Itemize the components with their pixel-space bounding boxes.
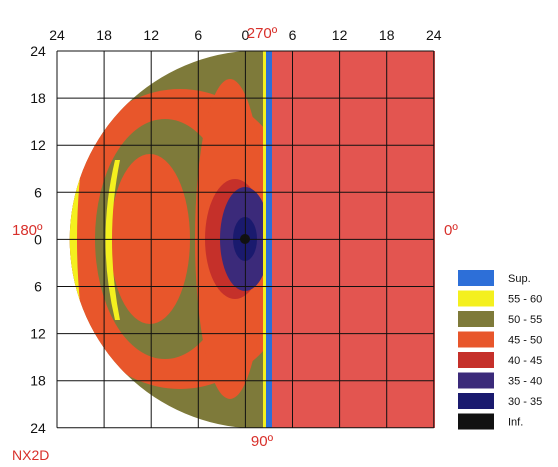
y-tick-label: 6 bbox=[34, 184, 42, 200]
y-tick-labels: 24 18 12 6 0 6 12 18 24 bbox=[30, 43, 46, 436]
legend-swatch bbox=[458, 372, 494, 389]
legend-label: 55 - 60 bbox=[508, 294, 542, 306]
y-tick-label: 18 bbox=[30, 90, 46, 106]
y-tick-label: 12 bbox=[30, 326, 46, 342]
y-tick-label: 0 bbox=[34, 231, 42, 247]
x-tick-label: 12 bbox=[143, 27, 159, 43]
caption: NX2D bbox=[12, 447, 49, 463]
legend: Sup. 55 - 60 50 - 55 45 - 50 40 - 45 35 - 40 3… bbox=[458, 270, 542, 430]
y-tick-label: 12 bbox=[30, 137, 46, 153]
grid-lines bbox=[56, 50, 435, 429]
y-tick-label: 18 bbox=[30, 373, 46, 389]
legend-label: Inf. bbox=[508, 417, 523, 429]
x-tick-label: 0 bbox=[242, 27, 250, 43]
legend-swatch bbox=[458, 290, 494, 307]
x-tick-label: 6 bbox=[194, 27, 202, 43]
legend-swatch bbox=[458, 311, 494, 327]
x-tick-label: 18 bbox=[379, 27, 395, 43]
direction-right-label: 0º bbox=[444, 222, 458, 239]
x-tick-label: 24 bbox=[426, 27, 442, 43]
x-tick-label: 6 bbox=[289, 27, 297, 43]
legend-label: 45 - 50 bbox=[508, 335, 542, 347]
legend-label: 50 - 55 bbox=[508, 314, 542, 326]
legend-swatch bbox=[458, 413, 494, 430]
legend-label: Sup. bbox=[508, 273, 531, 285]
legend-swatch bbox=[458, 331, 494, 348]
legend-label: 35 - 40 bbox=[508, 376, 542, 388]
legend-swatch bbox=[458, 352, 494, 368]
legend-swatch bbox=[458, 270, 494, 286]
x-tick-label: 24 bbox=[49, 27, 65, 43]
legend-swatch bbox=[458, 393, 494, 409]
legend-label: 30 - 35 bbox=[508, 396, 542, 408]
y-tick-label: 6 bbox=[34, 279, 42, 295]
x-tick-labels: 24 18 12 6 0 6 12 18 24 bbox=[49, 27, 442, 43]
y-tick-label: 24 bbox=[30, 43, 46, 59]
direction-left-label: 180º bbox=[12, 222, 43, 239]
direction-top-label: 270º bbox=[247, 25, 278, 42]
x-tick-label: 18 bbox=[96, 27, 112, 43]
x-tick-label: 12 bbox=[332, 27, 348, 43]
legend-label: 40 - 45 bbox=[508, 355, 542, 367]
direction-bottom-label: 90º bbox=[251, 433, 274, 450]
y-tick-label: 24 bbox=[30, 420, 46, 436]
